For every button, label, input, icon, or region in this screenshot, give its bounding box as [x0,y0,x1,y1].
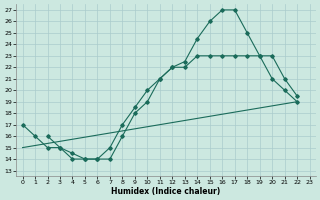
X-axis label: Humidex (Indice chaleur): Humidex (Indice chaleur) [111,187,221,196]
